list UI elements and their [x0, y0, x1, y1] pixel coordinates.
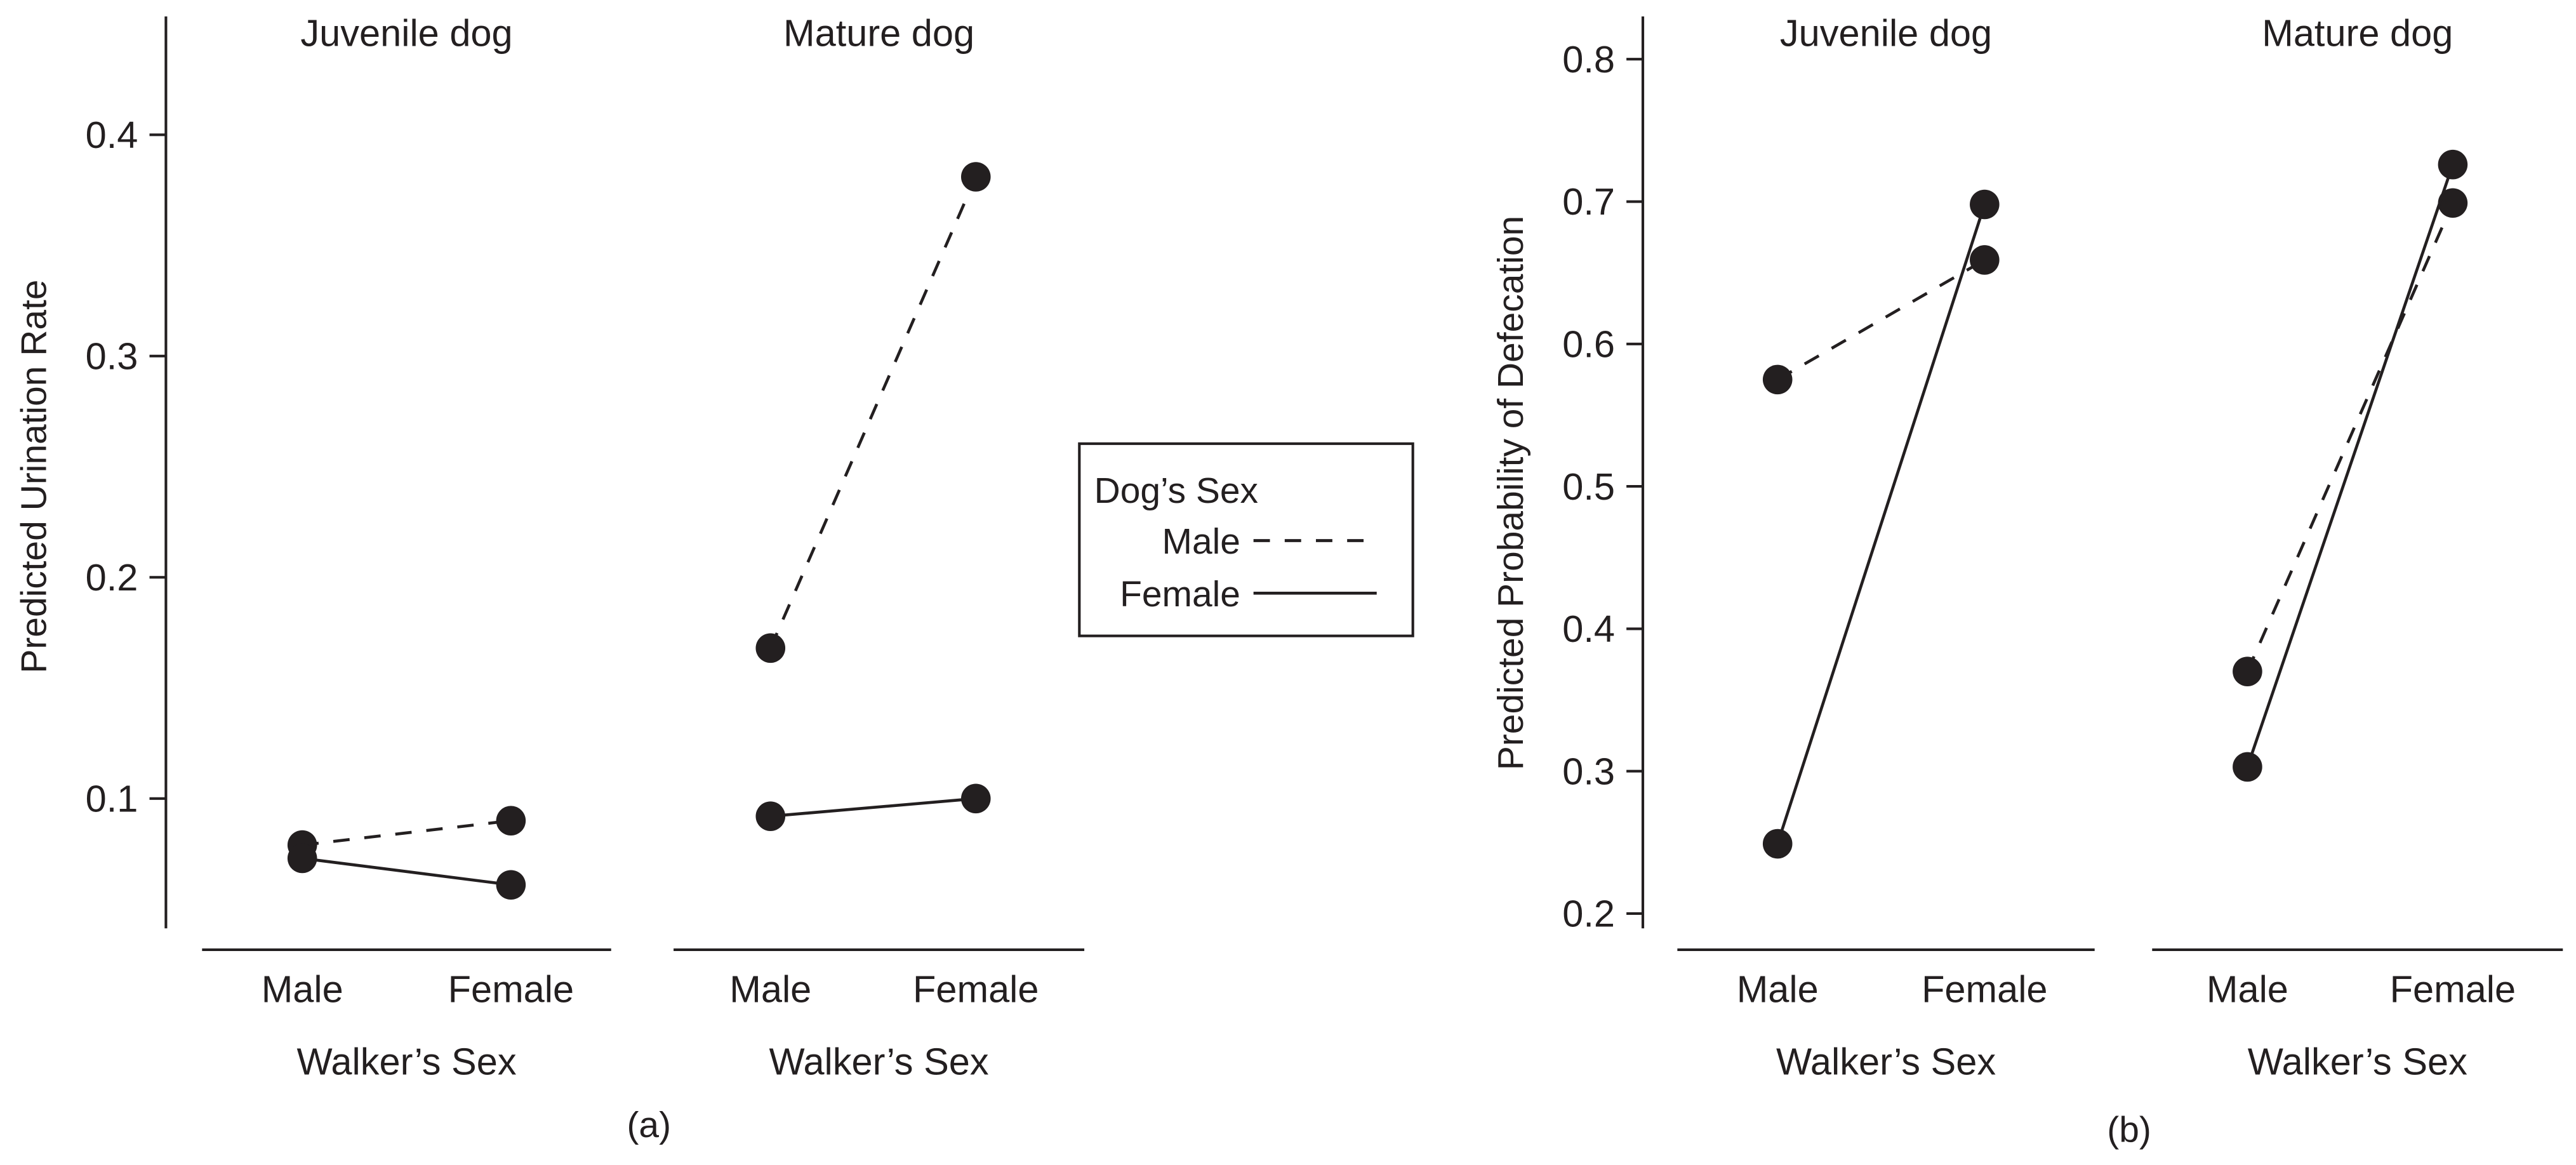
series-line-female [2246, 164, 2455, 768]
legend-box [1078, 442, 1414, 637]
data-point-male [2233, 656, 2262, 686]
x-tick-label: Male [262, 968, 343, 1011]
subplot-title: Mature dog [783, 12, 974, 55]
y-tick-label: 0.2 [1562, 893, 1615, 935]
x-tick-label: Female [2390, 968, 2516, 1011]
data-point-female [1762, 829, 1793, 859]
data-point-female [755, 801, 786, 831]
data-point-female [287, 843, 317, 874]
legend: Dog’s Sex Male Female [1078, 442, 1414, 637]
data-point-female [960, 783, 991, 814]
x-axis-label: Walker’s Sex [769, 1041, 988, 1083]
x-tick-label: Male [1737, 968, 1819, 1011]
y-tick-label: 0.2 [86, 556, 138, 599]
legend-label-male: Male [1162, 521, 1240, 562]
series-line-female [1776, 204, 1986, 844]
subplot-mature: Mature dog Male Female Walker’s Sex [674, 12, 1085, 1083]
data-point-male [2438, 188, 2468, 218]
y-axis-label: Predicted Urination Rate [13, 280, 54, 674]
x-tick-label: Female [1922, 968, 2047, 1011]
data-point-male [496, 806, 526, 835]
panel-a: 0.1 0.2 0.3 0.4 Predicted Urination Rate (a) J… [13, 12, 1085, 1145]
y-tick-label: 0.8 [1562, 38, 1615, 81]
y-tick-label: 0.3 [86, 335, 138, 377]
series-line-male [302, 819, 512, 847]
series-line-female [770, 797, 976, 818]
x-tick-label: Male [2207, 968, 2288, 1011]
x-tick-label: Male [729, 968, 811, 1011]
y-axis-label: Predicted Probability of Defecation [1490, 216, 1531, 770]
y-tick-label: 0.5 [1562, 465, 1615, 508]
legend-label-female: Female [1120, 574, 1240, 615]
panel-label: (a) [627, 1105, 671, 1145]
panel-b: 0.2 0.3 0.4 0.5 0.6 0.7 0.8 Predicted Probabili… [1490, 12, 2563, 1150]
x-tick-label: Female [913, 968, 1039, 1011]
x-axis-label: Walker’s Sex [2248, 1041, 2467, 1083]
legend-title: Dog’s Sex [1094, 470, 1258, 511]
data-point-female [1970, 189, 2000, 220]
data-point-male [1762, 364, 1793, 395]
y-tick-label: 0.4 [86, 114, 138, 156]
subplot-title: Mature dog [2262, 12, 2453, 55]
y-tick-label: 0.7 [1562, 180, 1615, 223]
subplot-title: Juvenile dog [1780, 12, 1992, 55]
y-tick-label: 0.4 [1562, 608, 1615, 650]
x-axis-label: Walker’s Sex [1776, 1041, 1996, 1083]
subplot-title: Juvenile dog [300, 12, 512, 55]
series-line-male [1777, 258, 1986, 381]
data-point-female [2233, 752, 2262, 782]
data-point-male [755, 633, 786, 663]
y-tick-label: 0.1 [86, 778, 138, 820]
series-line-male [769, 176, 978, 649]
y-tick-label: 0.3 [1562, 750, 1615, 792]
subplot-mature: Mature dog Male Female Walker’s Sex [2152, 12, 2563, 1083]
series-line-female [302, 856, 512, 887]
subplot-juvenile: Juvenile dog Male Female Walker’s Sex [1677, 12, 2095, 1083]
data-point-female [496, 870, 526, 900]
subplot-juvenile: Juvenile dog Male Female Walker’s Sex [202, 12, 611, 1083]
x-tick-label: Female [448, 968, 574, 1011]
series-line-male [2246, 202, 2455, 672]
panel-label: (b) [2107, 1110, 2151, 1150]
y-tick-label: 0.6 [1562, 323, 1615, 366]
data-point-female [2438, 149, 2468, 180]
data-point-male [960, 162, 991, 192]
x-axis-label: Walker’s Sex [296, 1041, 516, 1083]
data-point-male [1970, 245, 2000, 275]
